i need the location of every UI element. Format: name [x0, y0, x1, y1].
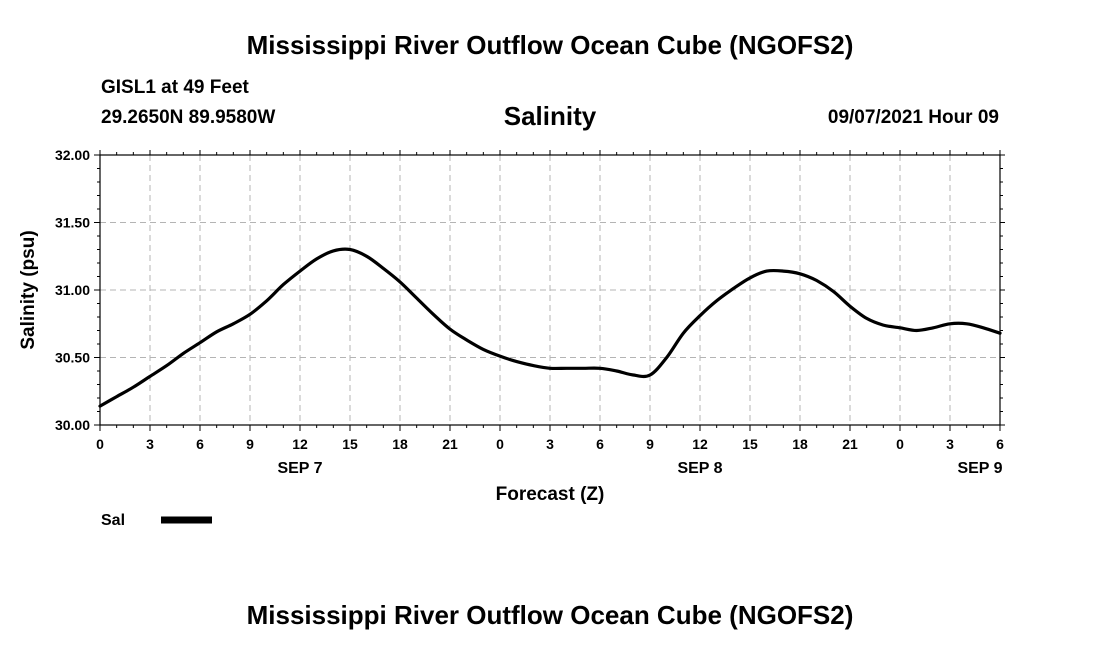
x-tick-label: 15 [742, 436, 758, 452]
y-tick-label: 31.50 [55, 215, 90, 231]
y-tick-label: 31.00 [55, 282, 90, 298]
series-layer [98, 247, 1002, 408]
x-tick-label: 6 [996, 436, 1004, 452]
plot-frame [99, 154, 1001, 426]
station-label: GISL1 at 49 Feet [101, 77, 249, 98]
x-tick-label: 21 [442, 436, 458, 452]
legend-label: Sal [101, 512, 125, 529]
page-title: Mississippi River Outflow Ocean Cube (NG… [246, 30, 854, 60]
x-tick-label: 3 [546, 436, 554, 452]
datetime-label: 09/07/2021 Hour 09 [827, 107, 999, 128]
y-tick-label: 32.00 [55, 147, 90, 163]
x-tick-label: 0 [96, 436, 104, 452]
grid-layer [100, 155, 1000, 425]
y-axis-title: Salinity (psu) [18, 230, 39, 349]
x-tick-label: 12 [692, 436, 708, 452]
x-tick-label: 6 [196, 436, 204, 452]
axes-layer: 0 3 6 9 12 15 18 21 0 3 6 9 12 15 18 21 0 3 6 30.00 30.50 31.… [55, 147, 1005, 477]
x-tick-label: 18 [792, 436, 808, 452]
x-tick-label: 18 [392, 436, 408, 452]
x-tick-label: 15 [342, 436, 358, 452]
x-tick-label: 12 [292, 436, 308, 452]
x-tick-label: 0 [496, 436, 504, 452]
x-tick-label: 21 [842, 436, 858, 452]
x-tick-label: 3 [146, 436, 154, 452]
x-axis-title: Forecast (Z) [496, 484, 605, 505]
day-label: SEP 9 [957, 460, 1002, 477]
x-tick-label: 0 [896, 436, 904, 452]
day-label: SEP 7 [277, 460, 322, 477]
series-line-sal [98, 247, 1002, 408]
x-tick-label: 3 [946, 436, 954, 452]
y-tick-label: 30.00 [55, 417, 90, 433]
footer-title: Mississippi River Outflow Ocean Cube (NG… [246, 600, 854, 630]
day-label: SEP 8 [677, 460, 722, 477]
y-tick-label: 30.50 [55, 350, 90, 366]
x-tick-label: 6 [596, 436, 604, 452]
chart-title: Salinity [503, 101, 597, 131]
x-tick-label: 9 [646, 436, 654, 452]
x-tick-label: 9 [246, 436, 254, 452]
coordinates-label: 29.2650N 89.9580W [101, 107, 276, 128]
